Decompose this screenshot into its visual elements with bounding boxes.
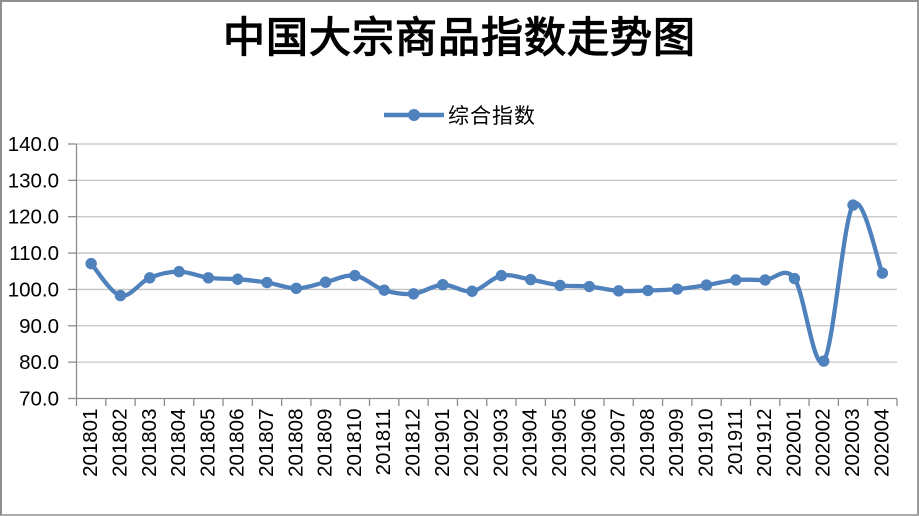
data-point-marker xyxy=(612,285,625,297)
x-tick-label: 201802 xyxy=(108,409,131,477)
x-tick-label: 201808 xyxy=(284,409,307,477)
data-point-marker xyxy=(876,267,889,279)
data-point-marker xyxy=(554,279,566,292)
data-point-marker xyxy=(173,265,185,278)
data-point-marker xyxy=(642,284,654,297)
data-point-marker xyxy=(85,257,97,270)
data-point-marker xyxy=(319,276,332,288)
x-tick-label: 202003 xyxy=(841,409,864,477)
x-tick-label: 201907 xyxy=(607,409,630,477)
data-point-marker xyxy=(202,272,215,284)
x-tick-label: 201912 xyxy=(753,409,776,477)
data-point-marker xyxy=(437,279,449,291)
data-point-marker xyxy=(261,276,273,289)
y-tick-label: 90.0 xyxy=(19,315,59,338)
x-tick-label: 202001 xyxy=(782,409,805,477)
x-tick-label: 201803 xyxy=(138,409,161,477)
y-tick-label: 110.0 xyxy=(9,242,59,265)
x-tick-label: 201911 xyxy=(724,409,747,476)
data-point-marker xyxy=(466,285,478,297)
x-tick-label: 202004 xyxy=(870,409,893,477)
x-tick-label: 201910 xyxy=(695,409,718,477)
x-tick-label: 201801 xyxy=(79,409,102,477)
x-tick-label: 201806 xyxy=(226,409,249,477)
data-point-marker xyxy=(671,283,683,295)
x-tick-label: 201908 xyxy=(636,409,659,477)
legend: 综合指数 xyxy=(2,100,917,130)
y-tick-label: 70.0 xyxy=(19,388,59,411)
x-tick-label: 201809 xyxy=(314,409,337,477)
x-tick-label: 201812 xyxy=(401,409,424,477)
y-tick-label: 100.0 xyxy=(8,278,59,301)
data-point-marker xyxy=(349,269,361,282)
data-point-marker xyxy=(847,199,859,211)
x-tick-label: 201904 xyxy=(519,409,542,477)
y-tick-label: 120.0 xyxy=(8,206,59,229)
data-point-marker xyxy=(759,274,771,286)
data-point-marker xyxy=(231,273,244,285)
x-tick-label: 201807 xyxy=(255,409,278,477)
y-tick-label: 130.0 xyxy=(8,169,59,192)
legend-line-marker-icon xyxy=(383,107,445,123)
data-point-marker xyxy=(144,272,156,284)
data-point-marker xyxy=(788,272,801,285)
data-point-marker xyxy=(407,288,420,300)
data-point-marker xyxy=(378,284,390,296)
data-point-marker xyxy=(114,289,127,302)
data-point-marker xyxy=(495,269,508,282)
data-point-marker xyxy=(290,282,302,295)
data-point-marker xyxy=(583,280,596,293)
legend-label: 综合指数 xyxy=(448,105,536,128)
y-tick-label: 80.0 xyxy=(19,351,59,374)
data-point-marker xyxy=(818,355,830,367)
x-tick-label: 201811 xyxy=(372,409,395,476)
x-tick-label: 201805 xyxy=(196,409,219,477)
data-point-marker xyxy=(700,279,713,291)
x-tick-label: 201804 xyxy=(167,409,190,477)
x-tick-label: 202002 xyxy=(812,409,835,477)
x-tick-label: 201901 xyxy=(431,409,454,477)
data-point-marker xyxy=(730,274,742,286)
x-tick-label: 201902 xyxy=(460,409,483,477)
x-tick-label: 201909 xyxy=(665,409,688,477)
x-tick-label: 201810 xyxy=(343,409,366,477)
y-tick-label: 140.0 xyxy=(8,133,59,156)
chart-title: 中国大宗商品指数走势图 xyxy=(222,16,696,62)
x-tick-label: 201903 xyxy=(489,409,512,477)
x-tick-label: 201905 xyxy=(548,409,571,477)
x-tick-label: 201906 xyxy=(577,409,600,477)
data-point-marker xyxy=(525,273,537,286)
